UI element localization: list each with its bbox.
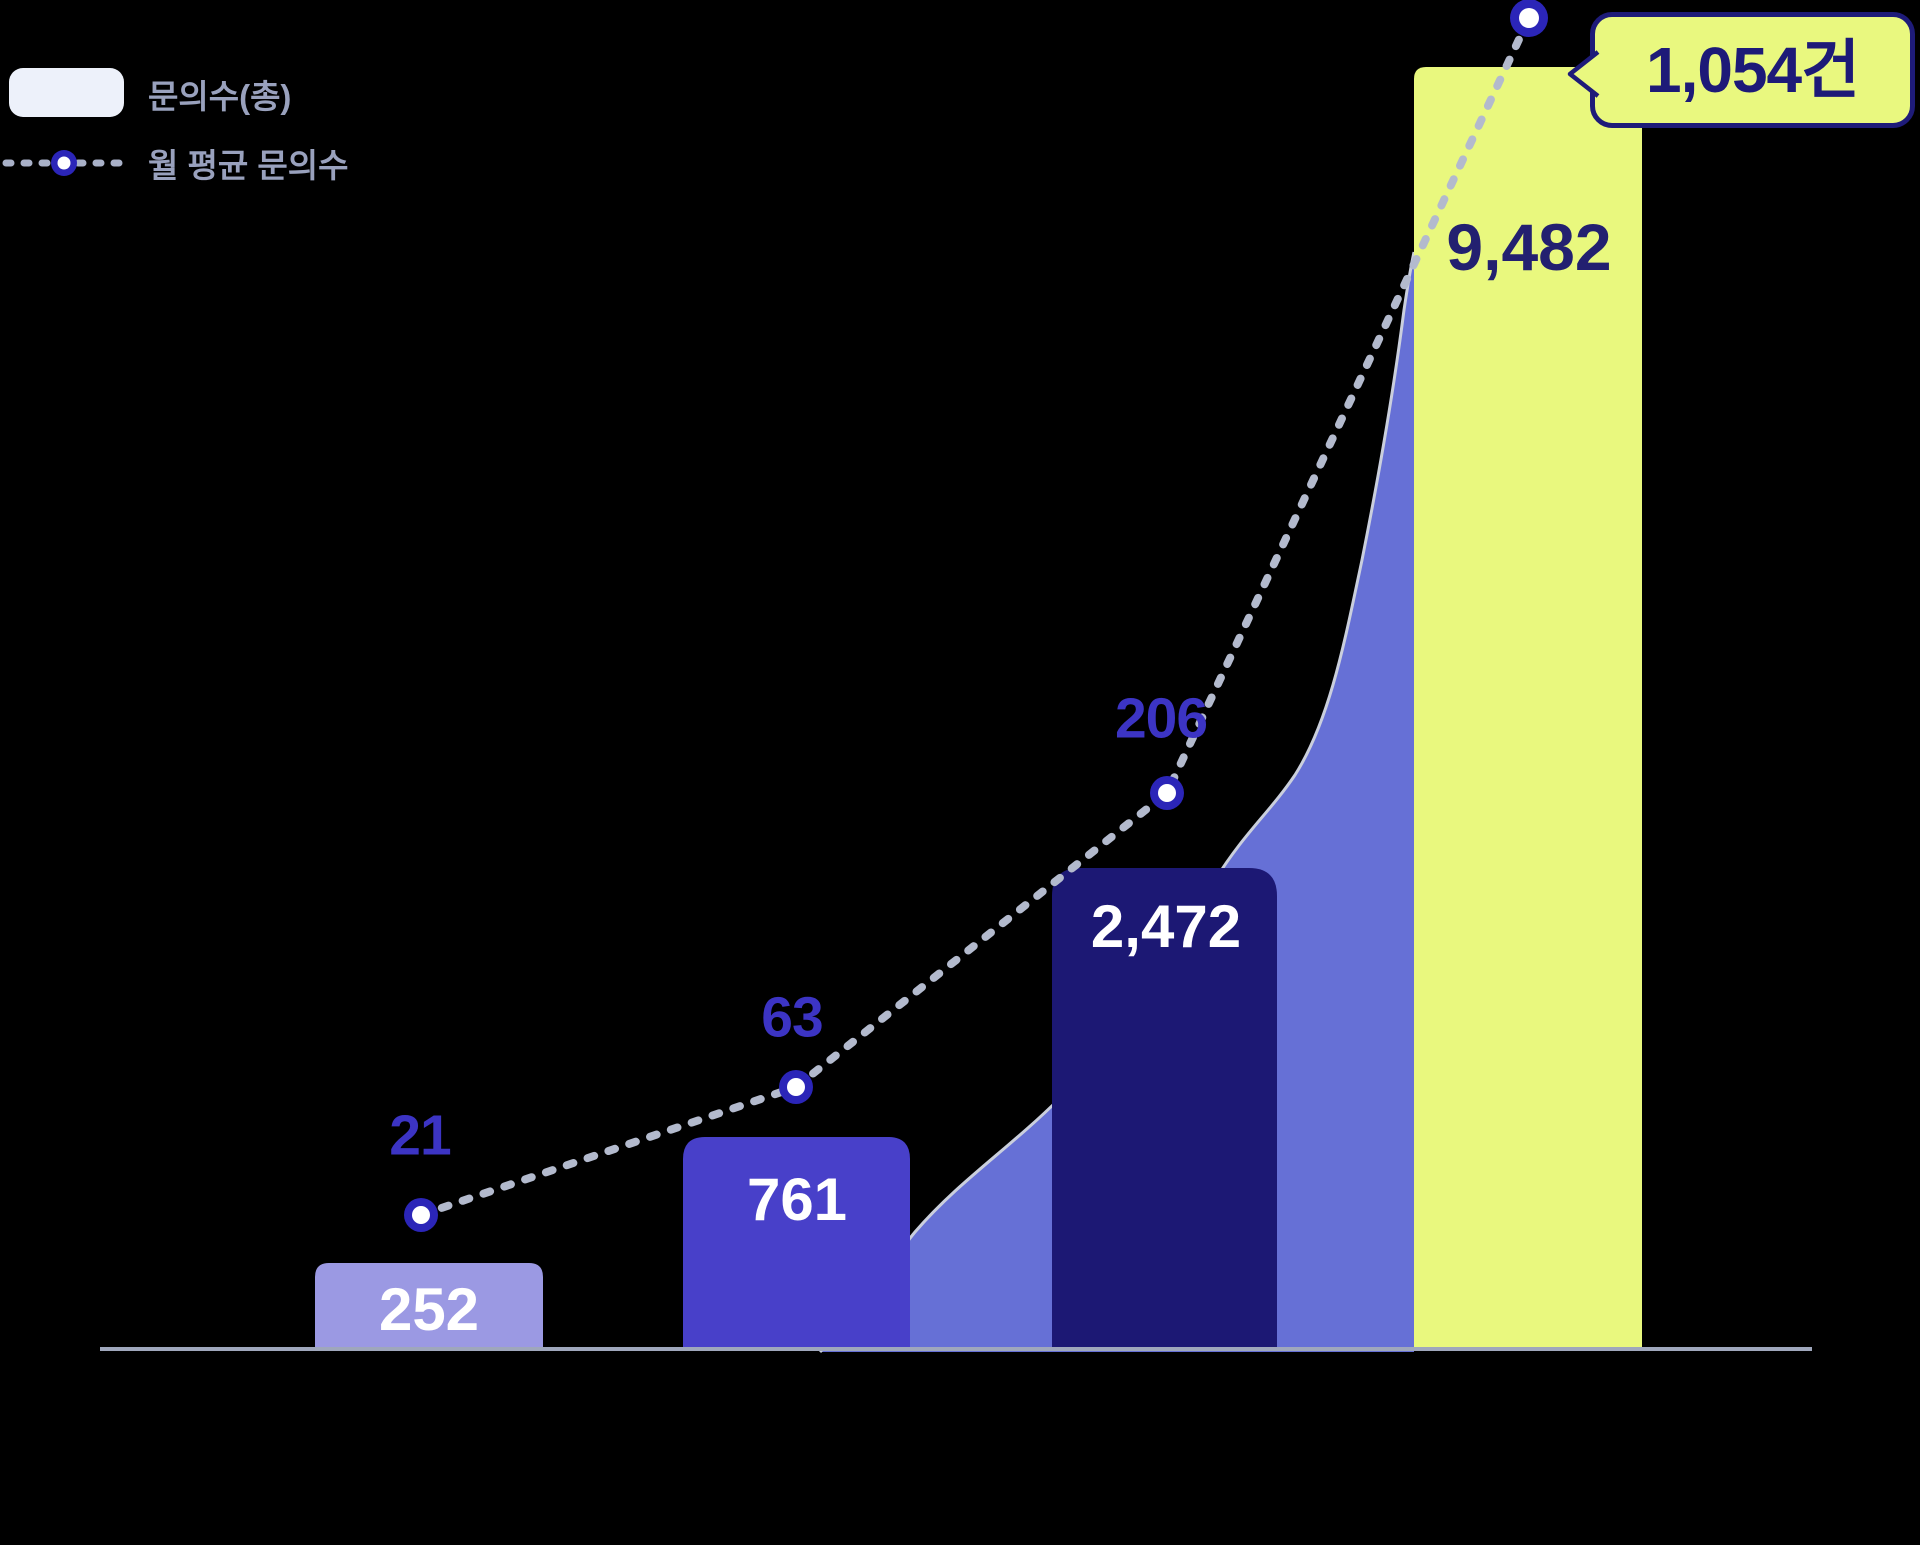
- point-marker-63: [779, 1070, 813, 1104]
- line-value-label-63: 63: [761, 985, 823, 1050]
- bar-value-label-252: 252: [378, 1276, 480, 1343]
- line-value-label-206: 206: [1114, 686, 1208, 751]
- callout-tail: [1567, 50, 1600, 98]
- bar-value-label-9482: 9,482: [1446, 210, 1612, 284]
- trend-dashed-line: [417, 14, 1533, 1219]
- point-marker-206: [1150, 776, 1184, 810]
- bar-252: [315, 1263, 543, 1351]
- legend-bar-swatch: [9, 68, 124, 117]
- point-marker-1054: [1510, 0, 1548, 37]
- callout-value: 1,054건: [1645, 34, 1860, 106]
- bar-value-label-2472: 2,472: [1090, 893, 1242, 960]
- callout-bubble: 1,054건: [1590, 12, 1915, 128]
- bar-761: [683, 1137, 910, 1351]
- legend-line-marker: [2, 150, 132, 176]
- x-axis-baseline: [100, 1347, 1812, 1351]
- point-marker-21: [404, 1198, 438, 1232]
- bar-2472: [1052, 868, 1277, 1351]
- bar-value-label-761: 761: [746, 1166, 848, 1233]
- bar-9482: [1414, 67, 1642, 1351]
- line-value-label-21: 21: [389, 1103, 451, 1168]
- legend-line-label: 월 평균 문의수: [148, 147, 349, 184]
- area-edge-line: [818, 251, 1416, 1354]
- legend-bar-label: 문의수(총): [148, 78, 292, 115]
